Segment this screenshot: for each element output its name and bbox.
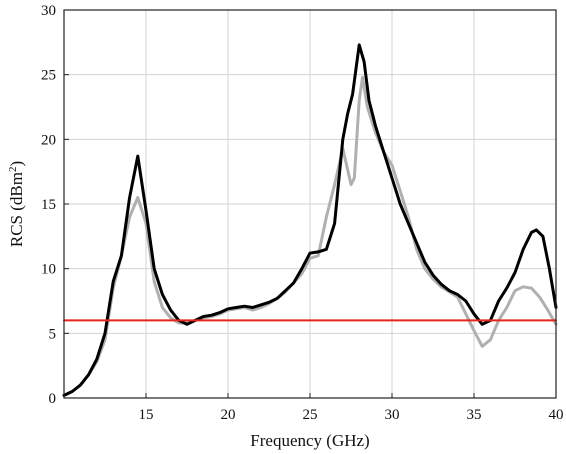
y-tick-label: 10 — [41, 262, 56, 278]
y-axis-label: RCS (dBm2) — [7, 161, 26, 247]
x-tick-label: 15 — [139, 407, 154, 423]
y-tick-label: 0 — [49, 391, 57, 407]
y-tick-label: 20 — [41, 132, 56, 148]
x-tick-label: 30 — [385, 407, 400, 423]
series-line-gray — [62, 75, 558, 397]
series-group — [62, 43, 558, 397]
y-axis-label-tail: ) — [7, 161, 26, 167]
y-axis-label-superscript: 2 — [7, 167, 19, 173]
series-line-black — [62, 43, 558, 397]
y-axis-label-main: RCS (dBm — [7, 172, 26, 247]
y-tick-label: 15 — [41, 197, 56, 213]
y-tick-label: 25 — [41, 68, 56, 84]
axis-ticks: 15 20 25 30 35 40 0 5 10 15 20 25 30 — [41, 3, 564, 423]
y-tick-label: 30 — [41, 3, 56, 19]
x-tick-label: 40 — [549, 407, 564, 423]
x-tick-label: 35 — [467, 407, 482, 423]
x-tick-label: 25 — [303, 407, 318, 423]
x-axis-label: Frequency (GHz) — [250, 431, 369, 450]
grid — [64, 10, 556, 398]
y-tick-label: 5 — [49, 326, 57, 342]
x-tick-label: 20 — [221, 407, 236, 423]
